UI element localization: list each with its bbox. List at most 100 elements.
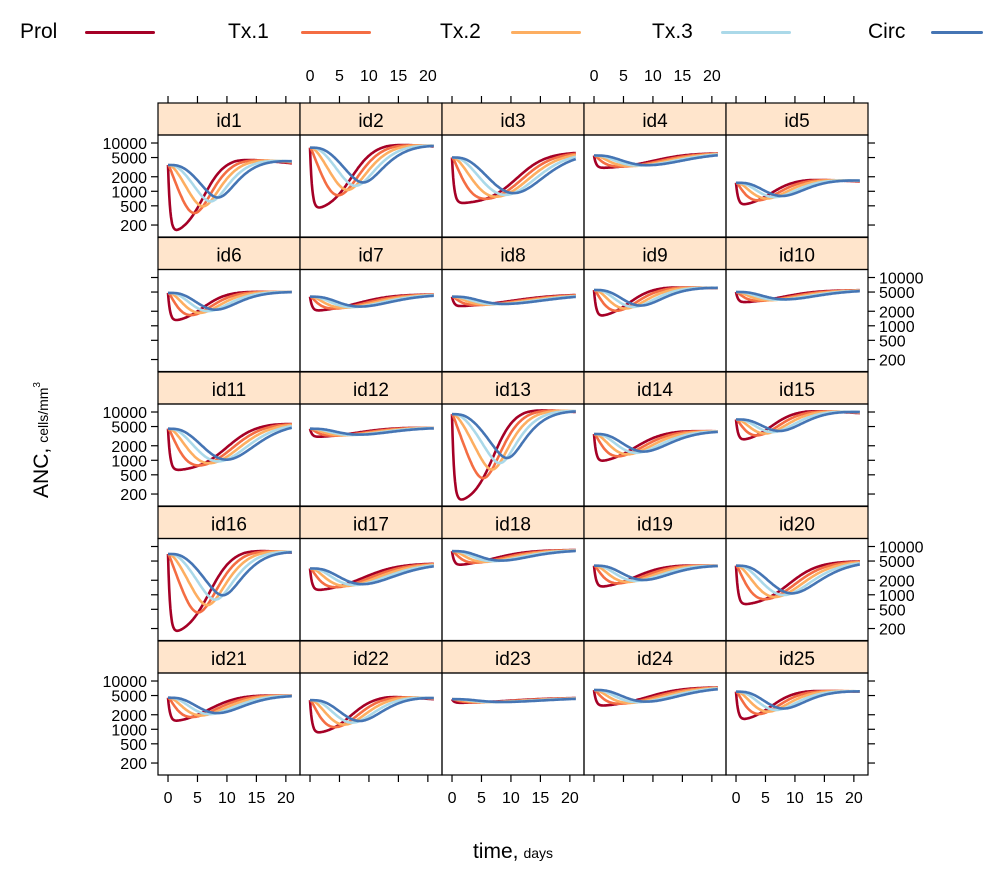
x-tick-label-top: 5 [619, 68, 628, 85]
panel-id19: id19 [583, 505, 727, 642]
series-line-tx2 [167, 423, 292, 465]
x-tick-label-top: 10 [360, 68, 378, 85]
panel-id13: id13 [441, 371, 585, 507]
series-line-prol [450, 151, 576, 205]
x-tick-label: 15 [247, 790, 265, 807]
strip [299, 236, 443, 271]
strip-label: id13 [495, 380, 531, 401]
panel-id12: id12 [299, 371, 443, 507]
series-line-circ [736, 289, 860, 301]
panel-id23: id23 [441, 640, 585, 776]
series-line-circ [168, 159, 292, 199]
legend-label: Circ [868, 20, 906, 43]
x-tick-label: 0 [732, 790, 741, 807]
strip-label: id1 [216, 111, 241, 132]
strip-label: id16 [211, 515, 247, 536]
y-tick-label-right: 2000 [879, 573, 915, 590]
strip-label: id23 [495, 649, 531, 670]
y-tick-label: 2000 [111, 708, 147, 725]
strip-label: id25 [779, 649, 815, 670]
series-line-tx3 [736, 561, 861, 597]
y-axis-label: ANC, cells/mm3 [30, 382, 53, 498]
y-tick-label-right: 200 [879, 622, 906, 639]
legend: Prol Tx.1 Tx.2 Tx.3 Circ [0, 0, 1000, 60]
series-line-tx3 [168, 159, 293, 203]
y-tick-label-right: 5000 [879, 285, 915, 302]
strip-label: id3 [500, 111, 525, 132]
series-line-tx2 [736, 561, 861, 599]
x-tick-label: 5 [761, 790, 770, 807]
series-line-circ [452, 410, 576, 460]
series-line-circ [736, 690, 860, 710]
strip-label: id5 [784, 111, 809, 132]
series-line-tx1 [451, 152, 576, 201]
panel-id16: id16 [157, 505, 301, 642]
y-tick-label: 10000 [103, 405, 148, 422]
y-tick-label: 5000 [111, 420, 147, 437]
strip-label: id12 [353, 380, 389, 401]
series-line-tx3 [310, 564, 435, 587]
panel-id14: id14 [583, 371, 727, 507]
series-line-circ [452, 549, 576, 562]
strip-label: id8 [500, 246, 525, 267]
strip [725, 102, 869, 136]
strip-label: id15 [779, 380, 815, 401]
series-line-tx3 [168, 550, 292, 602]
strip-label: id17 [353, 515, 389, 536]
series-line-circ [310, 144, 434, 184]
legend-label: Tx.1 [228, 20, 269, 43]
y-tick-label: 1000 [111, 184, 147, 201]
x-tick-label: 20 [845, 790, 863, 807]
strip [583, 640, 727, 674]
series-line-circ [736, 563, 861, 595]
strip-label: id9 [642, 246, 667, 267]
y-tick-label: 200 [120, 218, 147, 235]
series-line-tx2 [452, 153, 577, 198]
panel-id18: id18 [441, 505, 585, 642]
strip [725, 505, 869, 540]
panel-border [583, 537, 727, 642]
panel-id5: id5 [725, 102, 869, 238]
y-tick-label-right: 500 [879, 602, 906, 619]
series-line-circ [736, 179, 860, 198]
x-tick-label-top: 20 [703, 68, 721, 85]
x-tick-label: 0 [164, 790, 173, 807]
legend-line-swatch [931, 30, 984, 34]
panel-id1: id1 [157, 102, 301, 238]
y-tick-label-right: 10000 [879, 271, 924, 288]
y-tick-label: 1000 [111, 453, 147, 470]
x-tick-label-top: 0 [590, 68, 599, 85]
series-line-prol [166, 422, 292, 472]
y-tick-label: 200 [120, 487, 147, 504]
panel-border [299, 268, 443, 373]
strip-label: id14 [637, 380, 673, 401]
series-line-circ [452, 697, 576, 704]
x-tick-label-top: 5 [335, 68, 344, 85]
x-tick-label-top: 0 [306, 68, 315, 85]
series-line-circ [168, 290, 292, 311]
strip-label: id22 [353, 649, 389, 670]
x-tick-label: 10 [218, 790, 236, 807]
series-line-tx1 [735, 560, 861, 601]
strip [583, 505, 727, 540]
y-tick-label: 2000 [111, 439, 147, 456]
legend-label: Tx.2 [440, 20, 481, 43]
y-tick-label: 1000 [111, 722, 147, 739]
y-tick-label-right: 1000 [879, 319, 915, 336]
y-tick-label: 200 [120, 756, 147, 773]
panel-id6: id6 [157, 236, 301, 373]
series-line-tx2 [310, 563, 435, 588]
strip [441, 505, 585, 540]
panel-id15: id15 [725, 371, 869, 507]
y-tick-label: 2000 [111, 170, 147, 187]
strip-label: id7 [358, 246, 383, 267]
y-tick-label: 5000 [111, 689, 147, 706]
x-tick-label: 15 [815, 790, 833, 807]
x-tick-label: 10 [786, 790, 804, 807]
strip-label: id20 [779, 515, 815, 536]
panel-id25: id25 [725, 640, 869, 776]
strip [441, 236, 585, 271]
x-tick-label: 5 [477, 790, 486, 807]
panel-id20: id20 [725, 505, 869, 642]
panel-id2: id2 [299, 102, 443, 238]
